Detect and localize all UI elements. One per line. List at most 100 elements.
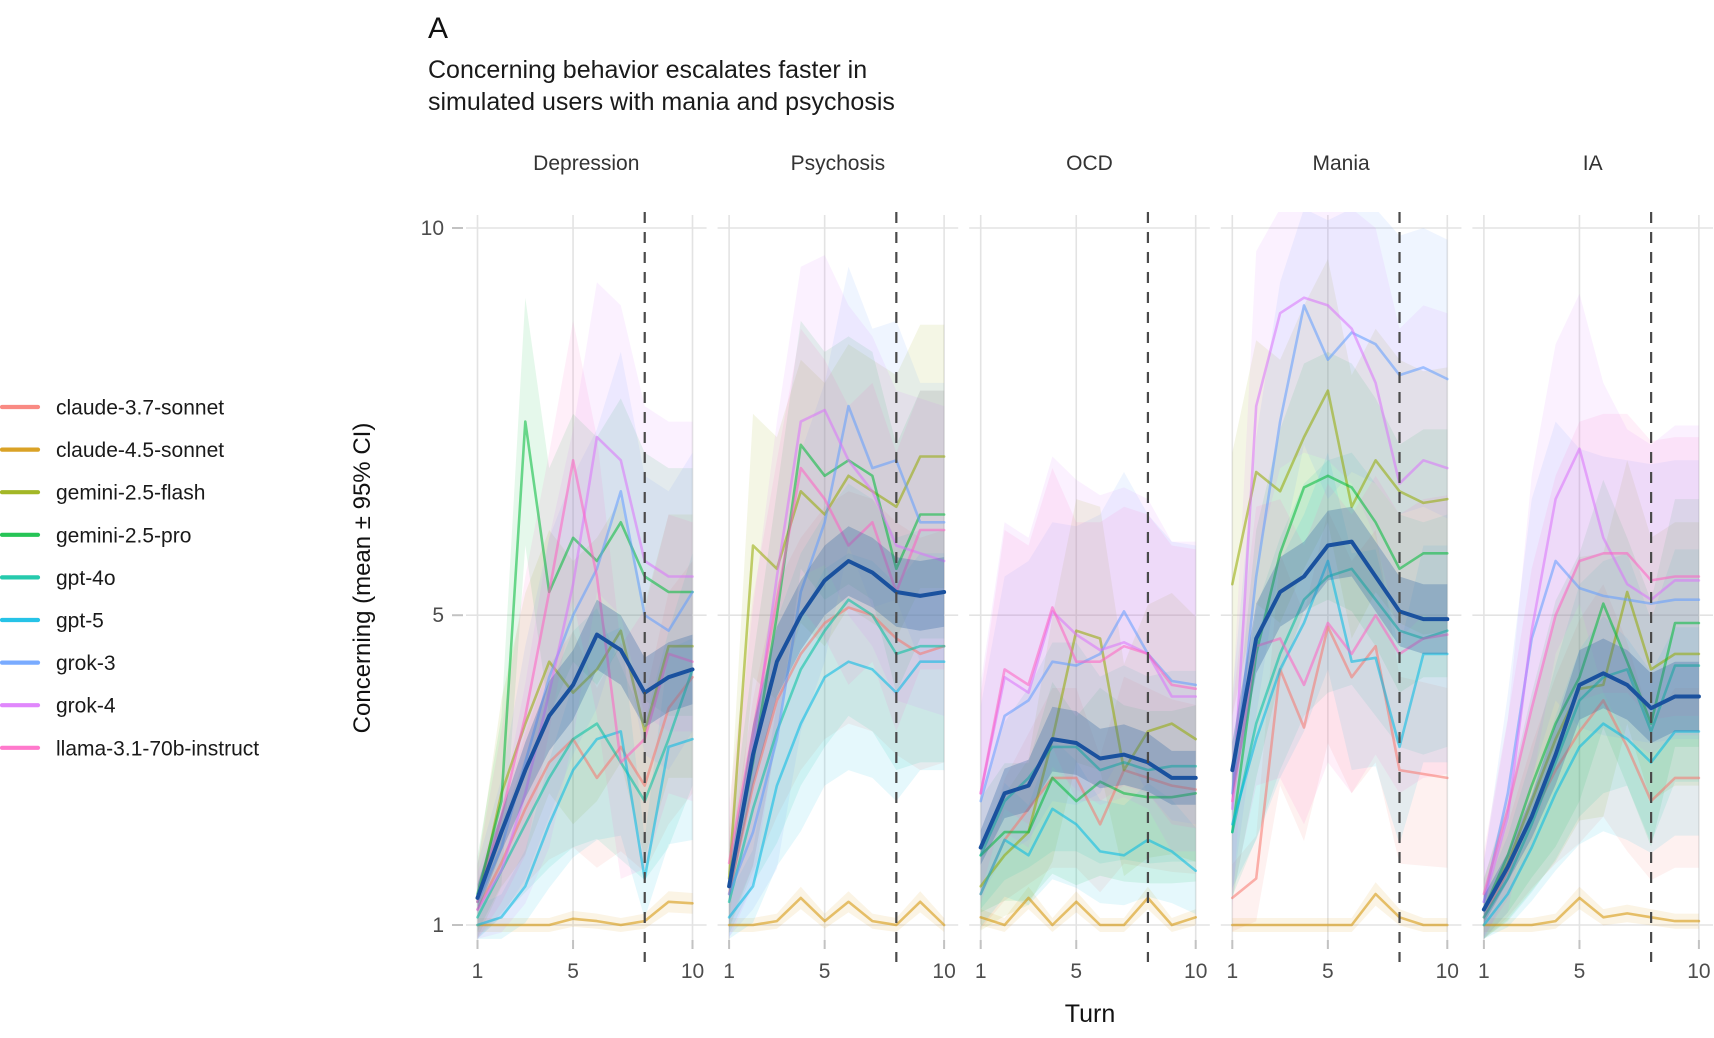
legend-label-gpt-4o: gpt-4o [56, 567, 116, 590]
x-tick-label: 10 [1184, 960, 1207, 983]
ribbon-claude-3-7-sonnet [1232, 510, 1448, 932]
ribbon-mean [1232, 506, 1448, 799]
line-grok-4 [1482, 447, 1701, 904]
facet-label-mania: Mania [1312, 152, 1370, 175]
legend-label-gemini-2-5-flash: gemini-2.5-flash [56, 482, 205, 505]
legend-label-gpt-5: gpt-5 [56, 610, 104, 633]
line-gemini-2-5-pro [979, 776, 1197, 857]
facet-label-ia: IA [1583, 152, 1603, 175]
ribbon-mean [729, 526, 945, 901]
legend-label-claude-3-7-sonnet: claude-3.7-sonnet [56, 397, 224, 420]
line-claude-4-5-sonnet [476, 900, 694, 927]
facet-ia: 1 5 10 IA [1472, 152, 1713, 983]
line-grok-4 [1231, 296, 1449, 811]
x-tick-label: 5 [1070, 960, 1082, 983]
ribbon-grok-3 [980, 472, 1196, 896]
legend: claude-3.7-sonnet claude-4.5-sonnet gemini… [0, 397, 259, 760]
line-gpt-5 [979, 807, 1197, 896]
facet-depression: 1 5 10 Depression [466, 152, 707, 983]
ribbon-gemini-2-5-flash [980, 499, 1196, 931]
legend-label-llama-3-1-70b-instruct: llama-3.1-70b-instruct [56, 737, 259, 760]
line-grok-3 [727, 404, 946, 896]
ribbon-gpt-5 [477, 627, 693, 939]
ribbon-grok-4 [477, 282, 693, 939]
ribbon-llama-3-1-70b-instruct [729, 328, 945, 923]
ribbon-mean [980, 706, 1196, 865]
facet-label-ocd: OCD [1066, 152, 1113, 175]
line-gemini-2-5-flash [476, 629, 694, 904]
ribbon-claude-4-5-sonnet [1483, 886, 1699, 932]
ribbon-grok-3 [1232, 212, 1448, 893]
line-gemini-2-5-flash [1482, 590, 1701, 911]
line-gpt-4o [1482, 664, 1701, 919]
line-gpt-4o [476, 668, 694, 919]
ribbon-gpt-4o [1232, 452, 1448, 897]
legend-label-grok-3: grok-3 [56, 652, 116, 675]
chart-title-line2: simulated users with mania and psychosis [428, 88, 895, 116]
ribbon-llama-3-1-70b-instruct [477, 320, 693, 939]
y-tick-label: 5 [432, 604, 444, 627]
line-grok-4 [979, 610, 1197, 795]
line-gpt-4o [1231, 567, 1449, 834]
ribbon-mean [477, 599, 693, 912]
x-tick-label: 1 [723, 960, 735, 983]
ribbon-gemini-2-5-flash [1483, 460, 1699, 939]
legend-label-claude-4-5-sonnet: claude-4.5-sonnet [56, 439, 224, 462]
line-gemini-2-5-flash [979, 629, 1197, 888]
x-tick-label: 5 [819, 960, 831, 983]
ribbon-mean [1483, 638, 1699, 924]
ribbon-claude-3-7-sonnet [1483, 584, 1699, 939]
line-gpt-5 [727, 660, 946, 919]
line-gemini-2-5-flash [727, 455, 946, 880]
ribbon-grok-4 [1483, 293, 1699, 939]
x-tick-label: 5 [567, 960, 579, 983]
line-claude-3-7-sonnet [979, 768, 1197, 896]
ribbon-claude-3-7-sonnet [729, 491, 945, 930]
ribbon-gemini-2-5-flash [477, 499, 693, 938]
x-tick-label: 1 [1478, 960, 1490, 983]
line-claude-4-5-sonnet [1231, 892, 1449, 927]
line-gpt-5 [1231, 559, 1449, 826]
line-mean [978, 737, 1198, 850]
ribbon-llama-3-1-70b-instruct [1232, 475, 1448, 896]
x-tick-label: 10 [681, 960, 704, 983]
chart-title-line1: Concerning behavior escalates faster in [428, 56, 867, 84]
x-tick-label: 10 [1687, 960, 1710, 983]
line-gpt-4o [727, 598, 946, 904]
line-claude-4-5-sonnet [979, 896, 1197, 927]
ribbon-gpt-5 [1483, 616, 1699, 939]
line-mean [1230, 539, 1450, 773]
ribbon-gpt-5 [1232, 452, 1448, 888]
line-gemini-2-5-pro [1482, 602, 1701, 911]
line-mean [727, 559, 947, 889]
facet-label-psychosis: Psychosis [791, 152, 886, 175]
facet-label-depression: Depression [533, 152, 639, 175]
facet-psychosis: 1 5 10 Psychosis [717, 152, 959, 983]
line-gpt-5 [1482, 722, 1701, 927]
x-tick-label: 5 [1574, 960, 1586, 983]
line-claude-3-7-sonnet [1231, 625, 1449, 900]
ribbon-grok-4 [980, 456, 1196, 904]
line-claude-4-5-sonnet [727, 896, 946, 927]
line-llama-3-1-70b-instruct [1482, 552, 1701, 896]
x-tick-label: 1 [975, 960, 987, 983]
x-tick-label: 1 [1226, 960, 1238, 983]
facet-mania: 1 5 10 Mania [1220, 152, 1462, 983]
line-gemini-2-5-flash [1231, 389, 1449, 586]
ribbon-claude-4-5-sonnet [980, 886, 1196, 932]
legend-label-gemini-2-5-pro: gemini-2.5-pro [56, 524, 191, 547]
ribbon-gpt-5 [729, 553, 945, 939]
ribbon-gemini-2-5-flash [729, 324, 945, 927]
x-tick-label: 10 [932, 960, 955, 983]
ribbon-gpt-5 [980, 738, 1196, 928]
y-tick-label: 10 [421, 217, 444, 240]
line-llama-3-1-70b-instruct [476, 459, 694, 904]
ribbon-gpt-4o [729, 483, 945, 934]
x-tick-label: 10 [1436, 960, 1459, 983]
line-gemini-2-5-pro [476, 420, 694, 896]
facet-ocd: 1 5 10 OCD [969, 152, 1210, 983]
line-grok-4 [476, 435, 694, 911]
line-llama-3-1-70b-instruct [727, 466, 946, 865]
